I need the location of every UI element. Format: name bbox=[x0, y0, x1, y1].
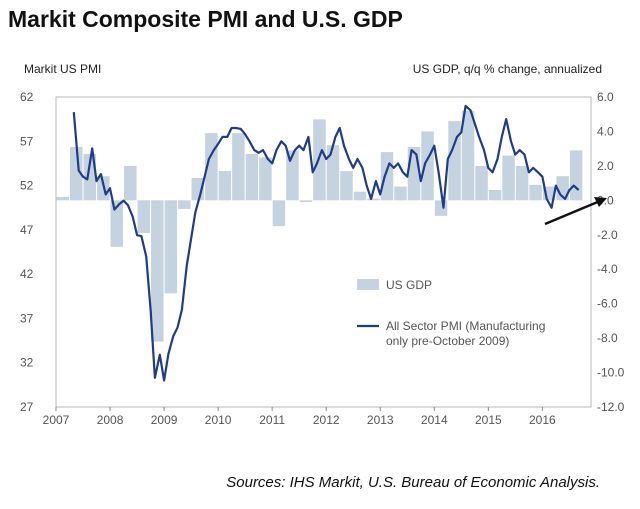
gdp-bar bbox=[110, 200, 124, 247]
left-tick-label: 62 bbox=[20, 90, 34, 104]
gdp-bar bbox=[502, 155, 515, 201]
left-tick-label: 47 bbox=[20, 223, 34, 237]
source-note: Sources: IHS Markit, U.S. Bureau of Econ… bbox=[226, 474, 600, 491]
right-tick-label: 4.0 bbox=[597, 124, 614, 138]
gdp-bar bbox=[569, 150, 583, 201]
left-tick-label: 27 bbox=[20, 400, 34, 414]
gdp-bar bbox=[515, 165, 529, 201]
gdp-bar bbox=[461, 110, 475, 201]
gdp-bar bbox=[475, 165, 488, 201]
right-tick-label: -12.0 bbox=[597, 400, 625, 414]
x-tick-label: 2009 bbox=[151, 413, 178, 427]
gdp-bar bbox=[394, 186, 407, 201]
x-tick-label: 2015 bbox=[475, 413, 502, 427]
legend-pmi-label: All Sector PMI (Manufacturing only pre-Oc… bbox=[386, 319, 545, 348]
x-tick-label: 2010 bbox=[205, 413, 232, 427]
x-tick-label: 2007 bbox=[43, 413, 70, 427]
gdp-bar bbox=[286, 150, 299, 201]
gdp-bar bbox=[434, 200, 448, 216]
gdp-bar bbox=[326, 145, 340, 201]
gdp-bar bbox=[56, 196, 70, 201]
gdp-bar bbox=[232, 133, 245, 201]
gdp-bar bbox=[218, 171, 232, 201]
left-tick-label: 37 bbox=[20, 311, 34, 325]
gdp-bar bbox=[164, 200, 178, 294]
gdp-bar bbox=[124, 165, 137, 201]
right-tick-label: -6.0 bbox=[597, 297, 618, 311]
x-tick-label: 2012 bbox=[313, 413, 340, 427]
right-tick-label: -2.0 bbox=[597, 228, 618, 242]
gdp-bar bbox=[137, 200, 151, 234]
gdp-bar bbox=[488, 190, 502, 201]
left-tick-label: 42 bbox=[20, 267, 34, 281]
gdp-bar bbox=[259, 157, 272, 201]
chart-title: Markit Composite PMI and U.S. GDP bbox=[8, 6, 403, 32]
gdp-bar bbox=[340, 171, 353, 201]
gdp-bar bbox=[353, 191, 367, 201]
right-tick-label: -10.0 bbox=[597, 366, 625, 380]
gdp-bar bbox=[380, 152, 394, 201]
right-tick-label: 6.0 bbox=[597, 90, 614, 104]
gdp-bar bbox=[529, 184, 542, 201]
left-tick-label: 32 bbox=[20, 356, 34, 370]
left-tick-label: 52 bbox=[20, 179, 34, 193]
x-tick-label: 2013 bbox=[367, 413, 394, 427]
x-tick-label: 2016 bbox=[529, 413, 556, 427]
gdp-bar bbox=[367, 198, 380, 201]
legend-gdp-swatch bbox=[357, 279, 379, 290]
trend-arrowhead bbox=[594, 197, 607, 207]
plot-frame bbox=[55, 96, 592, 408]
x-tick-label: 2008 bbox=[97, 413, 124, 427]
gdp-bar bbox=[299, 200, 313, 203]
gdp-bar bbox=[83, 153, 97, 201]
right-tick-label: -8.0 bbox=[597, 331, 618, 345]
right-axis-title: US GDP, q/q % change, annualized bbox=[412, 62, 602, 76]
right-tick-label: -4.0 bbox=[597, 262, 618, 276]
gdp-bar bbox=[70, 146, 83, 201]
left-axis-title: Markit US PMI bbox=[24, 62, 102, 76]
gdp-bar bbox=[407, 146, 421, 201]
gdp-bar bbox=[448, 121, 461, 201]
pmi-line bbox=[72, 104, 580, 382]
gdp-bar bbox=[245, 153, 259, 201]
gdp-bar bbox=[151, 200, 164, 342]
gdp-bar bbox=[421, 131, 434, 201]
right-tick-label: 2.0 bbox=[597, 159, 614, 173]
legend-gdp-label: US GDP bbox=[386, 278, 432, 292]
trend-arrow bbox=[544, 199, 601, 226]
gdp-bar bbox=[272, 200, 286, 227]
x-tick-label: 2011 bbox=[259, 413, 285, 427]
left-tick-label: 57 bbox=[20, 134, 34, 148]
x-tick-label: 2014 bbox=[421, 413, 448, 427]
gdp-bar bbox=[178, 200, 191, 209]
